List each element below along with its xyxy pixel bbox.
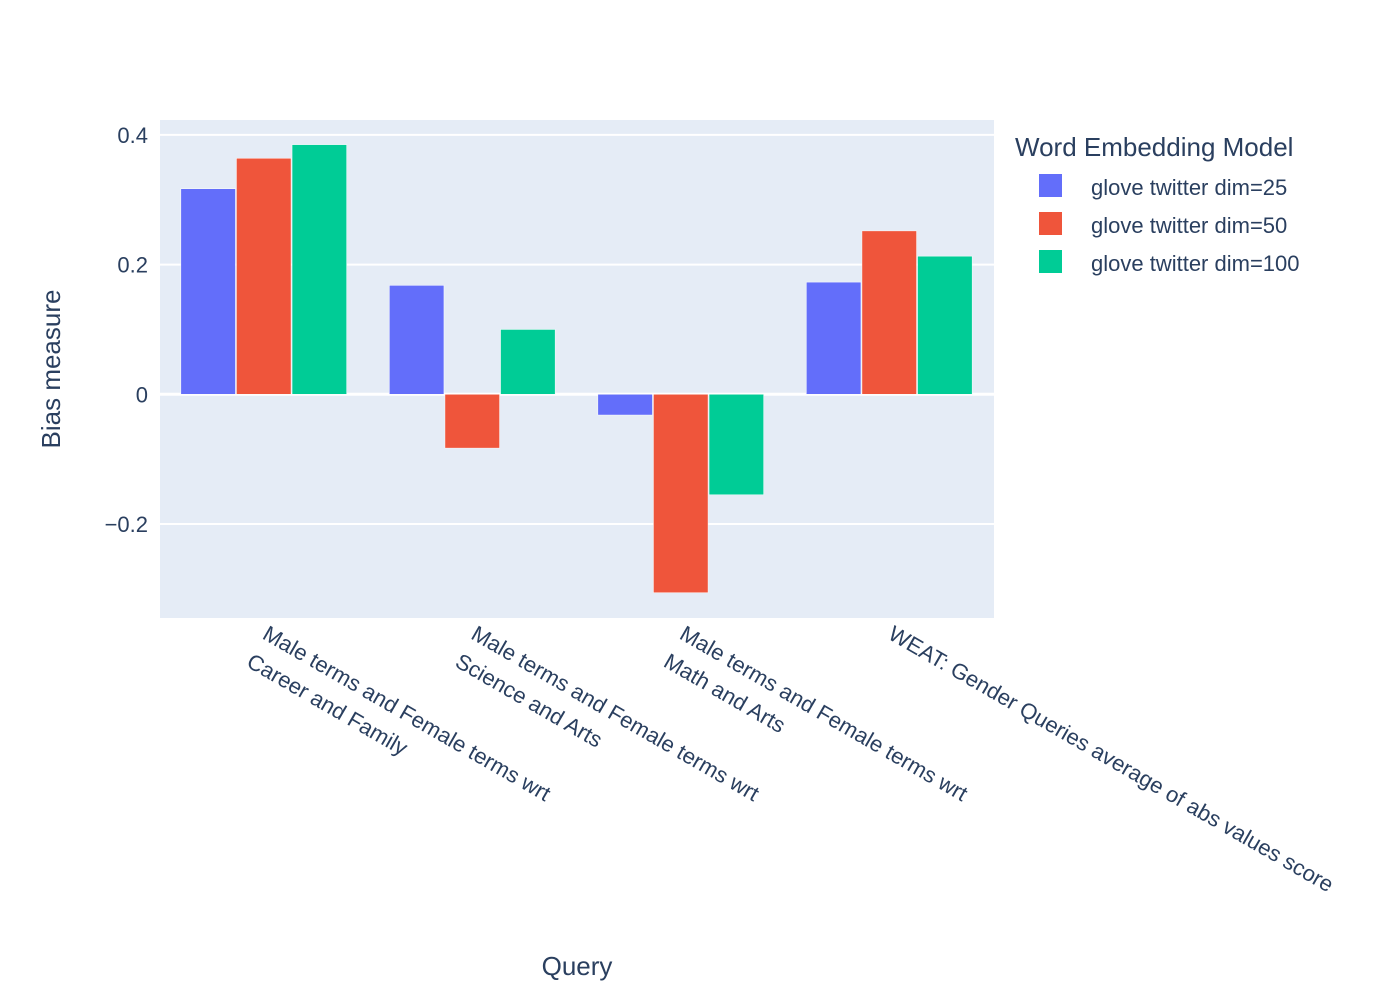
bar <box>806 281 862 395</box>
x-tick-label: WEAT: Gender Queries average of abs valu… <box>884 621 1338 897</box>
legend-swatch <box>1039 212 1062 235</box>
legend-swatch <box>1039 250 1062 273</box>
y-tick-label: −0.2 <box>105 512 148 537</box>
y-axis-label: Bias measure <box>36 290 66 449</box>
bar <box>597 394 653 416</box>
legend-swatch <box>1039 174 1062 197</box>
legend-item-label: glove twitter dim=50 <box>1091 213 1287 238</box>
bar <box>708 394 764 496</box>
y-tick-label: 0.2 <box>117 253 148 278</box>
bar <box>291 144 347 395</box>
y-tick-labels: 0.4 0.2 0 −0.2 <box>105 123 148 537</box>
bar <box>861 230 917 395</box>
bars <box>180 144 973 593</box>
legend: Word Embedding Model glove twitter dim=2… <box>1015 132 1300 276</box>
bar <box>389 285 445 395</box>
bar <box>236 158 292 395</box>
bar <box>180 188 236 395</box>
x-axis-label: Query <box>542 951 613 981</box>
y-tick-label: 0 <box>136 382 148 407</box>
bar <box>444 394 500 449</box>
y-tick-label: 0.4 <box>117 123 148 148</box>
bar <box>653 394 709 593</box>
bar <box>500 329 556 395</box>
legend-item-label: glove twitter dim=25 <box>1091 175 1287 200</box>
legend-title: Word Embedding Model <box>1015 132 1293 162</box>
legend-item-label: glove twitter dim=100 <box>1091 251 1300 276</box>
bar <box>917 255 973 395</box>
